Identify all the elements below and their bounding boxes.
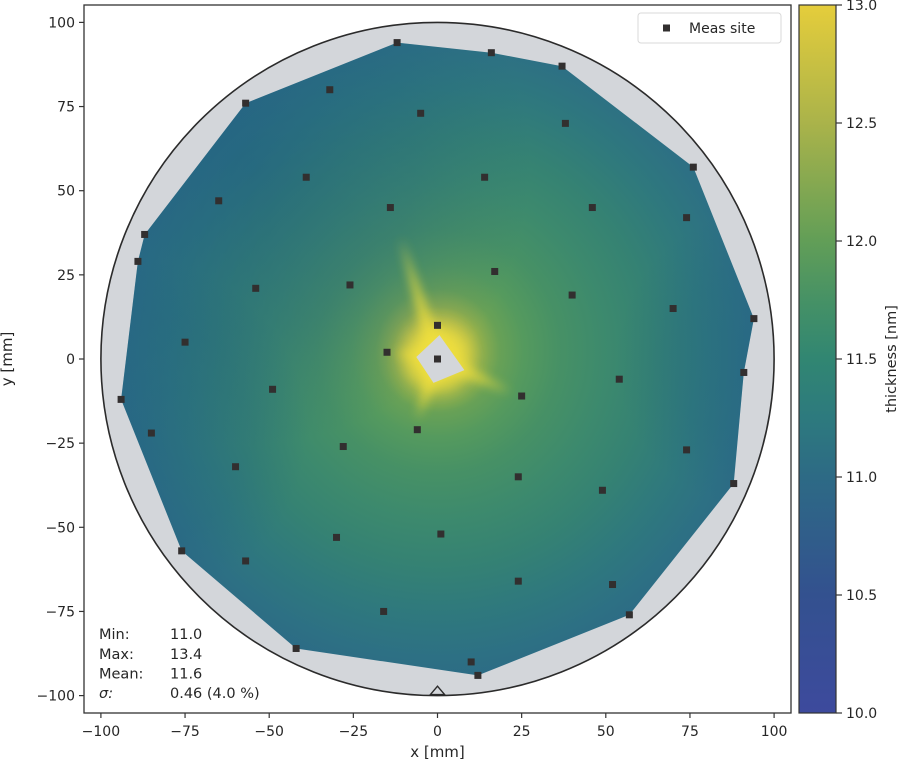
- meas-site-marker: [417, 109, 425, 117]
- y-tick-label: −50: [45, 520, 75, 536]
- colorbar-tick-label: 12.5: [846, 116, 877, 132]
- meas-site-marker: [242, 557, 250, 565]
- meas-site-marker: [178, 547, 186, 555]
- meas-sites: [117, 39, 758, 679]
- meas-site-marker: [474, 671, 482, 679]
- meas-site-marker: [383, 348, 391, 356]
- y-tick-label: −100: [37, 689, 75, 705]
- meas-site-marker: [740, 368, 748, 376]
- colorbar-label: thickness [nm]: [884, 305, 900, 413]
- stats-value: 0.46 (4.0 %): [170, 686, 260, 702]
- meas-site-marker: [487, 49, 495, 57]
- meas-site-marker: [302, 173, 310, 181]
- y-tick-label: 0: [66, 352, 75, 368]
- meas-site-marker: [514, 473, 522, 481]
- meas-site-marker: [339, 443, 347, 451]
- meas-site-marker: [491, 267, 499, 275]
- legend-label: Meas site: [689, 21, 755, 37]
- stats-mean-label: Mean:: [99, 667, 143, 683]
- stats-max-label: Max:: [99, 647, 134, 663]
- meas-site-marker: [730, 480, 738, 488]
- stats-min-label: Min:: [99, 627, 130, 643]
- x-tick-label: 50: [597, 724, 615, 740]
- legend-marker-icon: [663, 24, 670, 32]
- meas-site-marker: [413, 426, 421, 434]
- meas-site-marker: [232, 463, 240, 471]
- wafer-outline: [100, 21, 775, 697]
- colorbar-tick-label: 10.0: [846, 706, 877, 722]
- y-tick-label: 100: [48, 15, 75, 31]
- stats--label: σ:: [99, 686, 113, 702]
- meas-site-marker: [215, 197, 223, 205]
- y-tick-label: 25: [57, 268, 75, 284]
- meas-site-marker: [434, 355, 441, 363]
- meas-site-marker: [437, 530, 445, 538]
- y-tick-label: −75: [45, 604, 75, 620]
- colorbar-gradient: [798, 4, 837, 714]
- colorbar-tick-label: 12.0: [846, 234, 877, 250]
- meas-site-marker: [242, 99, 250, 107]
- meas-site-marker: [181, 338, 189, 346]
- meas-site-marker: [393, 39, 401, 47]
- stats-value: 11.0: [170, 627, 202, 643]
- colorbar: [798, 4, 842, 714]
- legend-box: [637, 12, 782, 44]
- x-tick-label: 25: [513, 724, 531, 740]
- colorbar-tick-label: 11.0: [846, 470, 877, 486]
- meas-site-marker: [609, 581, 617, 589]
- meas-site-marker: [134, 257, 142, 265]
- meas-site-marker: [558, 62, 566, 70]
- meas-site-marker: [346, 281, 354, 289]
- meas-site-marker: [467, 658, 475, 666]
- meas-site-marker: [117, 395, 125, 403]
- meas-site-marker: [386, 204, 394, 212]
- meas-site-marker: [292, 644, 300, 652]
- meas-site-marker: [588, 204, 596, 212]
- meas-site-marker: [326, 86, 334, 94]
- wafer-notch: [428, 685, 447, 696]
- y-tick-label: 75: [57, 100, 75, 116]
- stats-value: 13.4: [170, 647, 202, 663]
- meas-site-marker: [625, 611, 633, 619]
- meas-site-marker: [669, 305, 677, 313]
- y-tick-label: −25: [45, 436, 75, 452]
- x-tick-label: 75: [681, 724, 699, 740]
- meas-site-marker: [598, 486, 606, 494]
- x-axis-label: x [mm]: [410, 743, 465, 761]
- meas-site-marker: [518, 392, 526, 400]
- meas-site-marker: [333, 533, 341, 541]
- meas-site-marker: [141, 230, 149, 238]
- meas-site-marker: [683, 214, 691, 222]
- colorbar-tick-label: 11.5: [846, 352, 877, 368]
- meas-site-marker: [689, 163, 697, 171]
- colorbar-tick-label: 13.0: [846, 0, 877, 14]
- meas-site-marker: [615, 375, 623, 383]
- y-axis-label: y [mm]: [0, 332, 16, 387]
- meas-site-marker: [683, 446, 691, 454]
- colorbar-tick-label: 10.5: [846, 588, 877, 604]
- meas-site-marker: [514, 577, 522, 585]
- legend: [637, 12, 782, 44]
- x-tick-label: −25: [339, 724, 369, 740]
- y-tick-label: 50: [57, 184, 75, 200]
- meas-site-marker: [568, 291, 576, 299]
- x-tick-label: −100: [82, 724, 120, 740]
- meas-site-marker: [434, 321, 441, 329]
- x-tick-label: 0: [433, 724, 442, 740]
- stats-value: 11.6: [170, 667, 202, 683]
- meas-site-marker: [481, 173, 489, 181]
- x-tick-label: −50: [254, 724, 284, 740]
- meas-site-marker: [380, 607, 388, 615]
- x-tick-label: 100: [761, 724, 788, 740]
- meas-site-marker: [252, 284, 260, 292]
- meas-site-marker: [750, 315, 758, 323]
- meas-site-marker: [561, 119, 569, 127]
- meas-site-marker: [269, 385, 277, 393]
- x-tick-label: −75: [170, 724, 200, 740]
- meas-site-marker: [147, 429, 155, 437]
